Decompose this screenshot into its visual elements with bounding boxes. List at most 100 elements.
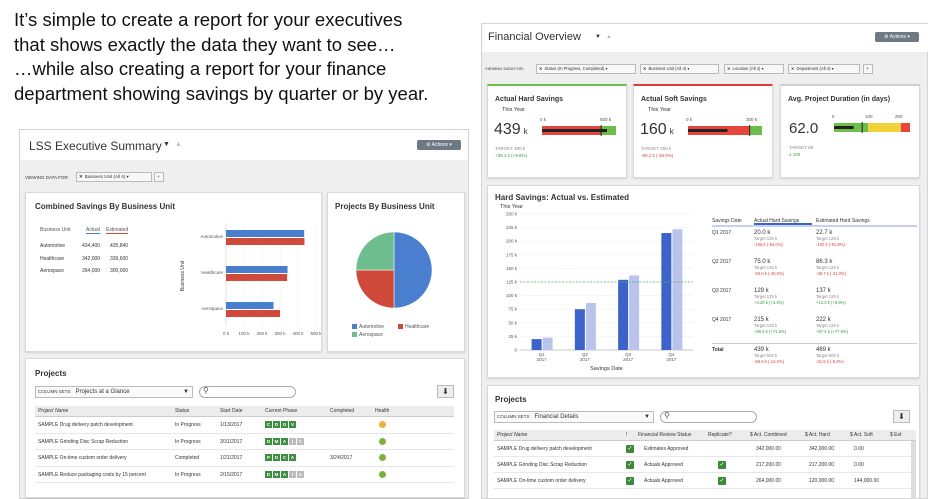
- alert-cell: ✓: [626, 457, 638, 472]
- tick-label: 225 k: [506, 225, 518, 230]
- close-icon[interactable]: ✕: [643, 66, 647, 71]
- table-row[interactable]: SAMPLE Drug delivery patch development ✓ E…: [494, 441, 916, 457]
- project-name-cell[interactable]: SAMPLE Reduce packaging costs by 15 perc…: [38, 471, 146, 478]
- header-health[interactable]: Health: [375, 408, 390, 414]
- close-icon[interactable]: ✕: [79, 174, 83, 179]
- chevron-down-icon[interactable]: ▼: [163, 141, 170, 148]
- add-filter-button[interactable]: +: [154, 172, 164, 182]
- header-status[interactable]: Status: [175, 408, 190, 414]
- legend-swatch: [352, 332, 357, 337]
- actions-button[interactable]: ⚙ Actions ▾: [417, 140, 461, 150]
- project-name-cell[interactable]: SAMPLE On-time custom order delivery: [38, 455, 127, 461]
- column-sets-select[interactable]: COLUMN SETS Financial Details ▼: [494, 411, 654, 423]
- close-icon[interactable]: ✕: [791, 66, 795, 71]
- pin-icon[interactable]: ▲: [606, 34, 612, 40]
- column-set-value: Projects at a Glance: [75, 389, 130, 395]
- filter-status[interactable]: ✕ Status (In Progress, Completed) ▾: [536, 64, 636, 74]
- financial-overview-screen: Financial Overview ▼ ▲ ⚙ Actions ▾ VIEWI…: [481, 23, 928, 499]
- table-row[interactable]: SAMPLE On-time custom order delivery Comp…: [35, 450, 454, 467]
- search-input[interactable]: ⚲: [660, 411, 757, 423]
- checkbox-icon[interactable]: ✓: [718, 476, 726, 485]
- cell: 264,000: [82, 268, 101, 274]
- gauge-value-bar: [834, 126, 854, 129]
- table-row[interactable]: SAMPLE Grinding Disc Scrap Reduction In P…: [35, 434, 454, 450]
- download-icon: ⬇: [898, 412, 905, 421]
- close-icon[interactable]: ✕: [539, 66, 543, 71]
- table-row[interactable]: SAMPLE Grinding Disc Scrap Reduction ✓ Act…: [494, 457, 916, 473]
- kpi-actual-hard-savings: Actual Hard Savings This Year 439 k 0 k 5…: [487, 84, 627, 178]
- scrollbar[interactable]: [911, 441, 916, 499]
- header-current-phase[interactable]: Current Phase: [265, 408, 298, 414]
- bar: [629, 275, 640, 350]
- header-financial-review-status[interactable]: Financial Review Status: [638, 432, 692, 438]
- header-act-hard[interactable]: $ Act. Hard: [805, 432, 830, 438]
- cell: Aerospace: [40, 268, 64, 274]
- phase-chip: C: [265, 421, 272, 428]
- table-row[interactable]: SAMPLE Reduce packaging costs by 15 perc…: [35, 467, 454, 483]
- actions-button[interactable]: ⚙ Actions ▾: [875, 32, 919, 42]
- checkbox-icon[interactable]: ✓: [626, 460, 634, 469]
- column-sets-label: COLUMN SETS: [497, 414, 530, 419]
- combined-savings-chart: 0 k 100 k 200 k 300 k 400 k 500 k Business Uni…: [180, 223, 321, 336]
- filter-business-unit-label: Business Unit (All 4): [648, 66, 687, 71]
- filter-business-unit[interactable]: ✕ Business Unit (All 4) ▾: [640, 64, 719, 74]
- column-sets-select[interactable]: COLUMN SETS Projects at a Glance ▼: [35, 386, 193, 398]
- project-name-cell[interactable]: SAMPLE On-time custom order delivery: [497, 478, 586, 484]
- filter-location[interactable]: ✕ Location (All 4) ▾: [724, 64, 784, 74]
- checkbox-icon[interactable]: ✓: [718, 460, 726, 469]
- header-act-combined[interactable]: $ Act. Combined: [750, 432, 787, 438]
- project-name-cell[interactable]: SAMPLE Drug delivery patch development: [497, 446, 592, 452]
- estimated-value: 137 k: [816, 288, 831, 294]
- header-savings-date: Savings Date: [712, 218, 742, 224]
- phase-chip: D: [265, 470, 272, 478]
- tick-label: 200 k: [506, 239, 518, 244]
- estimated-delta: +97.4 k (+77.9%): [816, 329, 849, 334]
- download-button[interactable]: ⬇: [437, 385, 454, 398]
- project-name-cell[interactable]: SAMPLE Grinding Disc Scrap Reduction: [38, 438, 129, 445]
- project-name-cell[interactable]: SAMPLE Drug delivery patch development: [38, 422, 133, 428]
- header-replicate[interactable]: Replicate?: [708, 432, 732, 438]
- fin-title: Financial Overview: [488, 31, 581, 43]
- bar: [574, 309, 585, 350]
- project-name-cell[interactable]: SAMPLE Grinding Disc Scrap Reduction: [497, 462, 588, 468]
- cell: Healthcare: [40, 255, 65, 262]
- header-project-name[interactable]: Project Name: [38, 408, 69, 414]
- kpi-tick-100: 100: [865, 114, 873, 119]
- add-filter-button[interactable]: +: [863, 64, 873, 74]
- header-act-soft[interactable]: $ Act. Soft: [850, 432, 873, 438]
- filter-business-unit[interactable]: ✕ Business Unit (All 4) ▾: [76, 172, 152, 182]
- health-dot: [379, 454, 386, 462]
- table-row[interactable]: SAMPLE On-time custom order delivery ✓ Act…: [494, 473, 916, 489]
- header-start-date[interactable]: Start Date: [220, 408, 243, 414]
- estimated-delta: -102 k (-81.8%): [816, 242, 845, 247]
- header-alert[interactable]: !: [626, 432, 628, 438]
- tick-label: 150 k: [506, 266, 518, 271]
- close-icon[interactable]: ✕: [727, 66, 731, 71]
- act-hard-cell: 120,000.00: [809, 478, 835, 484]
- kpi-tick-max: 300 k: [746, 117, 758, 122]
- chevron-down-icon[interactable]: ▼: [595, 34, 601, 40]
- combined-savings-panel: Combined Savings By Business Unit Busine…: [25, 192, 322, 352]
- tick-label: 400 k: [292, 331, 304, 336]
- kpi-delta: ± 100: [789, 152, 801, 157]
- checkbox-icon[interactable]: ✓: [626, 476, 634, 485]
- filter-department[interactable]: ✕ Department (All 4) ▾: [788, 64, 860, 74]
- legend-swatch: [352, 324, 357, 329]
- header-completed[interactable]: Completed: [330, 408, 355, 414]
- col-actual: Actual: [86, 227, 100, 234]
- header-est[interactable]: $ Est: [890, 432, 902, 438]
- act-hard-cell: 217,200.00: [809, 462, 835, 468]
- kpi-title: Actual Hard Savings: [495, 96, 564, 103]
- pin-icon[interactable]: ▲: [175, 141, 182, 148]
- header-estimated: Estimated Hard Savings: [816, 218, 870, 224]
- search-input[interactable]: ⚲: [199, 386, 296, 398]
- actual-delta: -50.0 k (-40.0%): [754, 271, 785, 276]
- table-row[interactable]: SAMPLE Drug delivery patch development In…: [35, 417, 454, 434]
- download-button[interactable]: ⬇: [893, 410, 910, 423]
- checkbox-icon[interactable]: ✓: [626, 444, 634, 453]
- header-project-name[interactable]: Project Name: [497, 432, 528, 438]
- gauge-value-bar: [542, 129, 607, 132]
- estimated-value: 469 k: [816, 347, 831, 353]
- review-status-cell: Actuals Approved: [644, 478, 683, 484]
- phase-chip: M: [273, 470, 280, 478]
